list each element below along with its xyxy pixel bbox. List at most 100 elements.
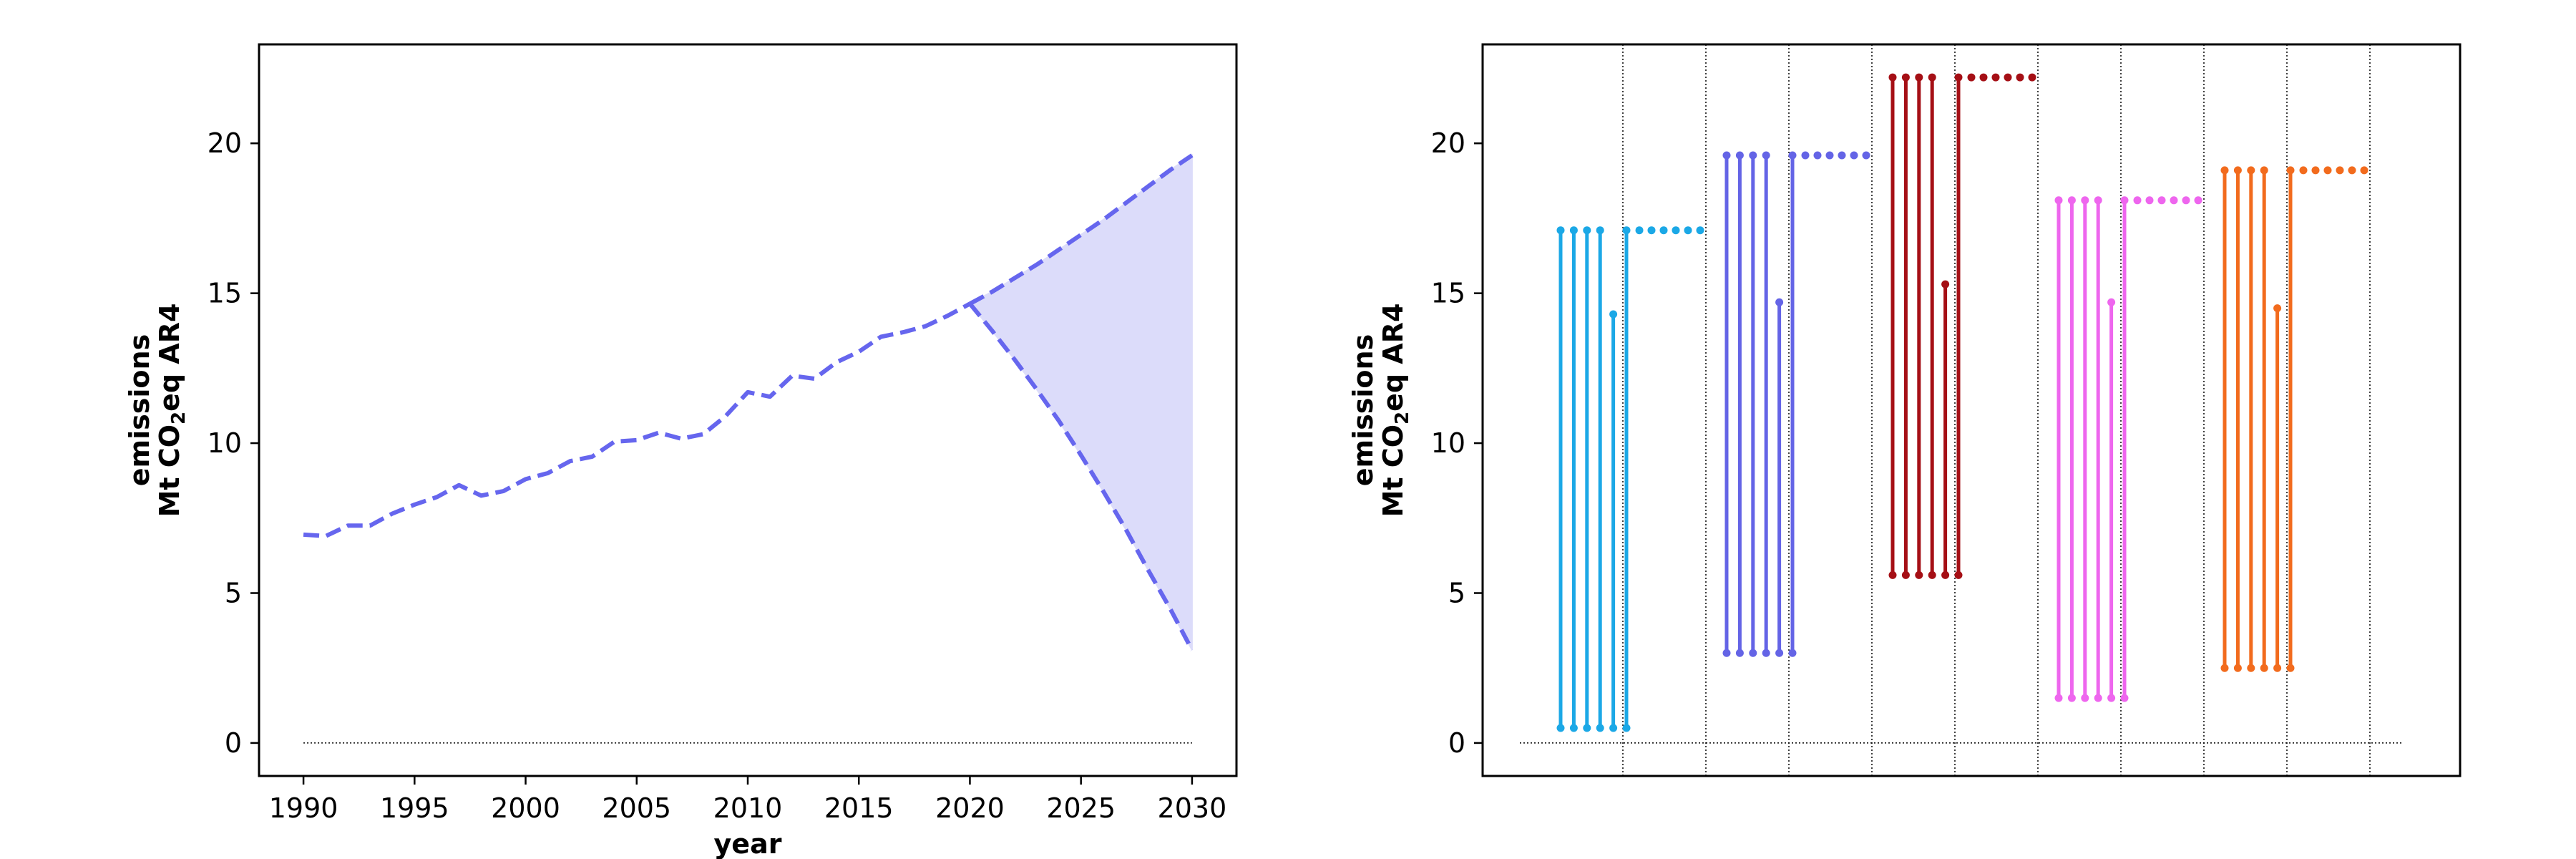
x-tick-label: 2005 xyxy=(602,792,671,824)
projection-range-fill xyxy=(968,154,1193,651)
range-bar-high-point xyxy=(2054,196,2063,205)
x-tick-label: 2020 xyxy=(935,792,1005,824)
range-bar-high-point xyxy=(2094,196,2102,205)
x-tick-label: 2000 xyxy=(491,792,560,824)
y-tick-label: 15 xyxy=(1431,278,1465,309)
range-bar-low-point xyxy=(2081,694,2089,702)
level-point xyxy=(2311,166,2320,175)
right-plot-frame xyxy=(1481,43,2462,777)
range-bar-high-point xyxy=(1596,226,1604,235)
level-point xyxy=(2170,196,2178,205)
range-bar-low-point xyxy=(1888,571,1897,579)
level-point xyxy=(2028,73,2036,82)
range-bar-high-point xyxy=(2067,196,2076,205)
range-bar-low-point xyxy=(2054,694,2063,702)
range-bar-high-point xyxy=(1888,73,1897,82)
level-point xyxy=(2336,166,2344,175)
range-bar-high-point xyxy=(2220,166,2229,175)
level-point xyxy=(2323,166,2332,175)
y-tick-label: 10 xyxy=(1431,427,1465,459)
level-point xyxy=(1647,226,1656,235)
range-bar-high-point xyxy=(1775,298,1784,306)
range-bar-low-point xyxy=(1788,649,1797,657)
y-tick-label: 5 xyxy=(225,578,242,609)
range-bar-low-point xyxy=(1762,649,1770,657)
range-bar-low-point xyxy=(2220,664,2229,672)
range-bar-low-point xyxy=(1583,724,1591,732)
level-point xyxy=(2157,196,2166,205)
level-point xyxy=(1659,226,1668,235)
range-bar-low-point xyxy=(2286,664,2295,672)
level-point xyxy=(1813,151,1822,160)
right-y-axis-label-line1: emissions xyxy=(1347,334,1379,486)
y-tick-label: 20 xyxy=(208,127,242,159)
level-point xyxy=(2194,196,2202,205)
range-bar-high-point xyxy=(1583,226,1591,235)
range-bar-high-point xyxy=(1762,151,1770,160)
y-tick-label: 0 xyxy=(225,727,242,759)
right-chart: 0 5 10 15 20 emissions Mt CO2eq AR4 xyxy=(1347,43,2462,777)
range-bar-high-point xyxy=(1901,73,1910,82)
level-point xyxy=(2299,166,2308,175)
left-x-axis-label: year xyxy=(714,828,782,859)
range-bar-high-point xyxy=(2273,304,2282,313)
left-chart: 1990 1995 2000 2005 2010 2015 2020 2025 2030 051… xyxy=(124,43,1238,859)
range-bar-high-point xyxy=(2260,166,2268,175)
level-point xyxy=(1635,226,1644,235)
level-point xyxy=(1838,151,1846,160)
range-bar-low-point xyxy=(1928,571,1936,579)
series-line-historical xyxy=(303,301,971,538)
left-y-axis-label-line1: emissions xyxy=(124,334,155,486)
level-point xyxy=(1696,226,1704,235)
x-tick-label: 1995 xyxy=(380,792,449,824)
level-point xyxy=(1801,151,1810,160)
y-tick-label: 10 xyxy=(208,427,242,459)
range-bar-high-point xyxy=(2247,166,2255,175)
level-point xyxy=(1684,226,1692,235)
left-y-axis-label: emissions Mt CO2eq AR4 xyxy=(124,304,190,518)
range-bar-low-point xyxy=(1569,724,1578,732)
level-point xyxy=(1825,151,1834,160)
range-bar-high-point xyxy=(1749,151,1757,160)
right-y-axis-ticks: 0 5 10 15 20 xyxy=(1431,127,1483,759)
range-bar-low-point xyxy=(1954,571,1963,579)
range-bar-high-point xyxy=(1609,310,1618,319)
range-bar-high-point xyxy=(1941,280,1950,288)
y-tick-label: 0 xyxy=(1448,727,1465,759)
range-bar-low-point xyxy=(1915,571,1923,579)
x-tick-label: 2010 xyxy=(713,792,783,824)
range-bar-high-point xyxy=(1788,151,1797,160)
projection-range-area xyxy=(968,154,1193,651)
range-bar-low-point xyxy=(1941,571,1950,579)
range-bar-high-point xyxy=(1722,151,1731,160)
range-bar-low-point xyxy=(2273,664,2282,672)
range-bar-low-point xyxy=(1901,571,1910,579)
right-y-axis-label-line2: Mt CO2eq AR4 xyxy=(1377,304,1413,518)
y-tick-label: 15 xyxy=(208,278,242,309)
range-bar-low-point xyxy=(1609,724,1618,732)
level-point xyxy=(2004,73,2012,82)
level-point xyxy=(1991,73,2000,82)
range-bar-high-point xyxy=(2107,298,2116,306)
x-tick-label: 2025 xyxy=(1046,792,1116,824)
level-point xyxy=(1672,226,1680,235)
range-bars xyxy=(1556,73,2368,732)
left-x-axis-ticks: 1990 1995 2000 2005 2010 2015 2020 2025 2030 xyxy=(269,776,1226,824)
range-bar-high-point xyxy=(2286,166,2295,175)
range-bar-high-point xyxy=(1954,73,1963,82)
level-point xyxy=(1862,151,1870,160)
range-bar-low-point xyxy=(1749,649,1757,657)
series-line-lower-projection xyxy=(968,302,1194,651)
range-bar-low-point xyxy=(2067,694,2076,702)
level-point xyxy=(2145,196,2154,205)
range-bar-high-point xyxy=(1569,226,1578,235)
range-bar-low-point xyxy=(1622,724,1631,732)
range-bar-low-point xyxy=(1722,649,1731,657)
right-y-axis-label: emissions Mt CO2eq AR4 xyxy=(1347,304,1413,518)
left-y-axis-label-line2: Mt CO2eq AR4 xyxy=(154,304,190,518)
y-tick-label: 20 xyxy=(1431,127,1465,159)
x-tick-label: 2015 xyxy=(824,792,894,824)
range-bar-low-point xyxy=(1735,649,1744,657)
range-bar-high-point xyxy=(2120,196,2129,205)
